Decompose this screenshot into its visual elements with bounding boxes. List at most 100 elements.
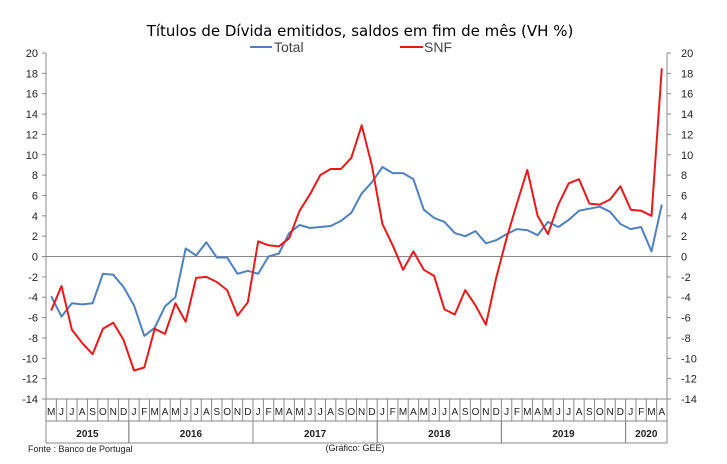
month-label: M [171, 407, 179, 418]
month-label: J [318, 407, 323, 418]
chart-title: Títulos de Dívida emitidos, saldos em fi… [146, 22, 574, 40]
month-label: D [617, 407, 624, 418]
y-tick-label-right: -4 [681, 292, 691, 304]
month-label: N [606, 407, 613, 418]
legend: Total SNF [250, 39, 452, 55]
month-label: J [504, 407, 509, 418]
month-label: O [472, 407, 480, 418]
year-label: 2018 [428, 429, 451, 440]
month-label: M [275, 407, 283, 418]
year-label: 2020 [635, 429, 658, 440]
y-tick-label-right: 14 [681, 109, 693, 121]
year-label: 2015 [76, 429, 99, 440]
y-tick-label-left: 18 [26, 68, 38, 80]
month-label: M [544, 407, 552, 418]
month-label: N [482, 407, 489, 418]
month-label: A [162, 407, 169, 418]
series-line-total [50, 166, 663, 337]
month-label: A [576, 407, 583, 418]
series-group [50, 68, 663, 372]
month-label: M [47, 407, 55, 418]
month-label: F [390, 407, 396, 418]
y-tick-label-right: -12 [681, 374, 697, 386]
month-label: A [534, 407, 541, 418]
month-label: F [141, 407, 147, 418]
month-label: A [203, 407, 210, 418]
month-label: D [120, 407, 127, 418]
y-tick-label-right: 16 [681, 89, 693, 101]
y-tick-label-right: 20 [681, 48, 693, 60]
month-label: S [586, 407, 593, 418]
month-label: A [658, 407, 665, 418]
month-label: J [131, 407, 136, 418]
y-tick-label-right: -10 [681, 353, 697, 365]
month-label: A [327, 407, 334, 418]
y-tick-label-right: 18 [681, 68, 693, 80]
month-label: M [151, 407, 159, 418]
month-label: F [514, 407, 520, 418]
month-label: N [234, 407, 241, 418]
y-tick-label-left: -14 [22, 394, 38, 406]
month-label: J [256, 407, 261, 418]
month-label: F [265, 407, 271, 418]
month-label: N [110, 407, 117, 418]
year-label: 2019 [552, 429, 575, 440]
month-label: M [420, 407, 428, 418]
month-label: F [638, 407, 644, 418]
y-tick-label-right: 10 [681, 150, 693, 162]
y-tick-label-right: 4 [681, 211, 687, 223]
month-label: S [462, 407, 469, 418]
month-label: D [244, 407, 251, 418]
y-tick-label-right: 6 [681, 190, 687, 202]
month-label: M [523, 407, 531, 418]
y-tick-label-left: -2 [28, 272, 38, 284]
y-tick-label-left: 14 [26, 109, 38, 121]
y-tick-label-left: 12 [26, 129, 38, 141]
month-label: A [410, 407, 417, 418]
month-label: J [566, 407, 571, 418]
y-tick-label-left: -4 [28, 292, 38, 304]
y-tick-label-left: -6 [28, 313, 38, 325]
y-tick-label-right: -14 [681, 394, 697, 406]
y-tick-label-right: -2 [681, 272, 691, 284]
month-label: O [347, 407, 355, 418]
y-tick-label-left: 16 [26, 89, 38, 101]
legend-label-snf: SNF [424, 39, 452, 55]
month-label: O [596, 407, 604, 418]
y-tick-label-right: 2 [681, 231, 687, 243]
month-label: J [380, 407, 385, 418]
y-axis-right: -14 -12 -10 -8 -6 -4 -2 0 2 4 6 8 10 12 14 16 18 20 [666, 48, 697, 406]
month-label: J [307, 407, 312, 418]
month-label: S [213, 407, 220, 418]
month-label: O [99, 407, 107, 418]
y-tick-label-left: 0 [32, 252, 38, 264]
month-label: S [338, 407, 345, 418]
y-tick-label-right: 8 [681, 170, 687, 182]
y-tick-label-right: 0 [681, 252, 687, 264]
month-label: J [69, 407, 74, 418]
month-label: D [368, 407, 375, 418]
month-label: J [628, 407, 633, 418]
month-label: J [59, 407, 64, 418]
year-label: 2017 [304, 429, 327, 440]
y-tick-label-left: 2 [32, 231, 38, 243]
month-label: A [79, 407, 86, 418]
y-tick-label-right: -6 [681, 313, 691, 325]
month-label: O [223, 407, 231, 418]
month-label: J [194, 407, 199, 418]
y-tick-label-right: 12 [681, 129, 693, 141]
month-label: M [647, 407, 655, 418]
month-label: D [493, 407, 500, 418]
month-label: A [451, 407, 458, 418]
year-label: 2016 [180, 429, 203, 440]
y-tick-label-right: -8 [681, 333, 691, 345]
month-label: M [295, 407, 303, 418]
month-label: J [183, 407, 188, 418]
y-tick-label-left: 20 [26, 48, 38, 60]
y-tick-label-left: 6 [32, 190, 38, 202]
month-label: N [358, 407, 365, 418]
month-label: J [556, 407, 561, 418]
y-tick-label-left: -10 [22, 353, 38, 365]
